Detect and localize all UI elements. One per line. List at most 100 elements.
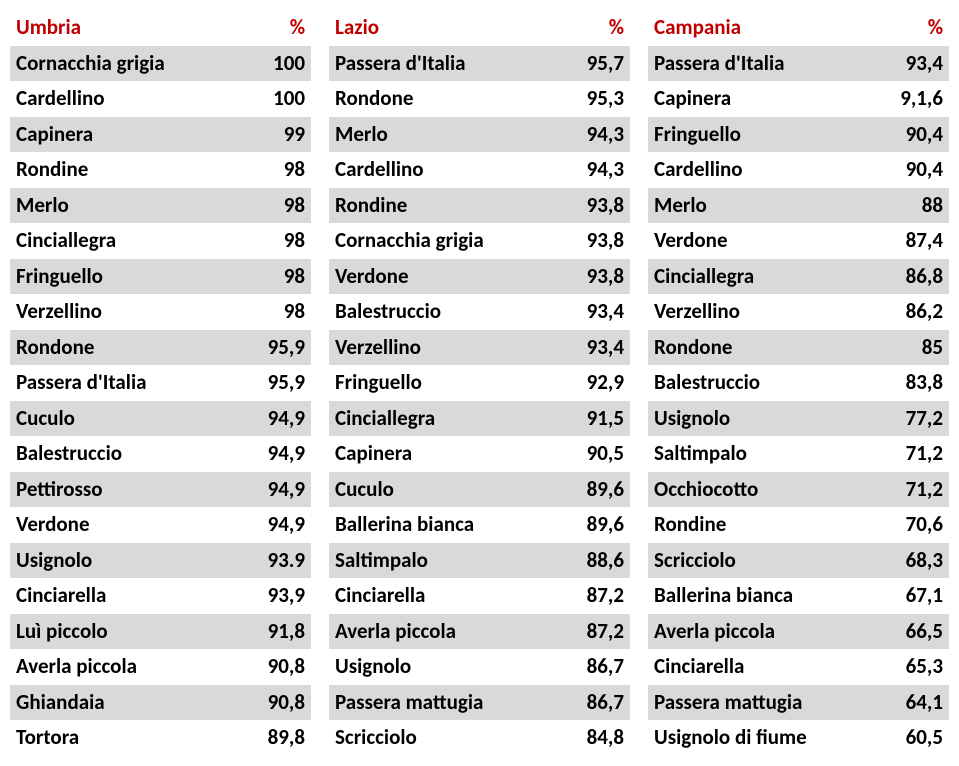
species-value: 86,7 [541, 685, 630, 721]
table-row: Cornacchia grigia100 [10, 46, 311, 82]
table-row: Averla piccola66,5 [648, 614, 949, 650]
species-name: Occhiocotto [648, 472, 860, 508]
table-row: Capinera99 [10, 117, 311, 153]
species-name: Cinciallegra [329, 401, 541, 437]
region-table: Umbria%Cornacchia grigia100Cardellino100… [10, 10, 311, 756]
species-value: 89,8 [222, 720, 311, 756]
species-value: 95,7 [541, 46, 630, 82]
table-row: Scricciolo68,3 [648, 543, 949, 579]
table-row: Merlo98 [10, 188, 311, 224]
species-value: 87,2 [541, 614, 630, 650]
table-row: Verzellino93,4 [329, 330, 630, 366]
species-name: Cuculo [10, 401, 222, 437]
species-name: Fringuello [10, 259, 222, 295]
species-name: Fringuello [648, 117, 860, 153]
species-value: 95,9 [222, 365, 311, 401]
table-row: Rondine93,8 [329, 188, 630, 224]
species-value: 93,9 [222, 578, 311, 614]
species-name: Rondone [648, 330, 860, 366]
species-value: 94,9 [222, 507, 311, 543]
table-row: Capinera9,1,6 [648, 81, 949, 117]
species-value: 89,6 [541, 472, 630, 508]
region-header: Umbria [10, 10, 222, 46]
table-row: Passera d'Italia95,9 [10, 365, 311, 401]
species-name: Verdone [329, 259, 541, 295]
table-row: Usignolo77,2 [648, 401, 949, 437]
table-row: Cinciarella87,2 [329, 578, 630, 614]
species-value: 90,5 [541, 436, 630, 472]
species-name: Scricciolo [329, 720, 541, 756]
table-row: Averla piccola87,2 [329, 614, 630, 650]
species-name: Verzellino [648, 294, 860, 330]
species-name: Passera d'Italia [329, 46, 541, 82]
species-value: 86,2 [860, 294, 949, 330]
species-name: Passera mattugia [648, 685, 860, 721]
species-value: 88,6 [541, 543, 630, 579]
table-row: Balestruccio94,9 [10, 436, 311, 472]
table-row: Tortora89,8 [10, 720, 311, 756]
species-value: 98 [222, 259, 311, 295]
species-name: Usignolo [10, 543, 222, 579]
species-value: 99 [222, 117, 311, 153]
species-name: Ghiandaia [10, 685, 222, 721]
species-name: Verdone [10, 507, 222, 543]
species-name: Verzellino [10, 294, 222, 330]
species-value: 94,9 [222, 436, 311, 472]
species-name: Capinera [10, 117, 222, 153]
species-value: 93,4 [860, 46, 949, 82]
species-name: Capinera [648, 81, 860, 117]
table-row: Passera mattugia86,7 [329, 685, 630, 721]
species-value: 94,9 [222, 401, 311, 437]
region-header: Campania [648, 10, 860, 46]
species-name: Merlo [329, 117, 541, 153]
percent-header: % [860, 10, 949, 46]
species-value: 93,8 [541, 259, 630, 295]
species-value: 65,3 [860, 649, 949, 685]
species-name: Cinciallegra [648, 259, 860, 295]
species-name: Cinciallegra [10, 223, 222, 259]
table-row: Occhiocotto71,2 [648, 472, 949, 508]
species-name: Balestruccio [10, 436, 222, 472]
species-value: 95,3 [541, 81, 630, 117]
species-value: 93,4 [541, 294, 630, 330]
table-row: Cardellino94,3 [329, 152, 630, 188]
species-name: Passera d'Italia [648, 46, 860, 82]
species-name: Balestruccio [329, 294, 541, 330]
species-name: Capinera [329, 436, 541, 472]
region-column: Umbria%Cornacchia grigia100Cardellino100… [10, 10, 311, 756]
species-name: Cardellino [329, 152, 541, 188]
species-name: Cinciarella [648, 649, 860, 685]
region-table: Campania%Passera d'Italia93,4Capinera9,1… [648, 10, 949, 756]
species-name: Pettirosso [10, 472, 222, 508]
species-value: 100 [222, 81, 311, 117]
region-table: Lazio%Passera d'Italia95,7Rondone95,3Mer… [329, 10, 630, 756]
species-name: Rondone [10, 330, 222, 366]
species-name: Cuculo [329, 472, 541, 508]
table-row: Cardellino100 [10, 81, 311, 117]
species-value: 77,2 [860, 401, 949, 437]
species-value: 67,1 [860, 578, 949, 614]
species-value: 98 [222, 294, 311, 330]
species-name: Cornacchia grigia [329, 223, 541, 259]
species-value: 88 [860, 188, 949, 224]
table-row: Usignolo86,7 [329, 649, 630, 685]
percent-header: % [222, 10, 311, 46]
species-name: Verzellino [329, 330, 541, 366]
species-name: Usignolo [329, 649, 541, 685]
species-name: Merlo [10, 188, 222, 224]
table-row: Balestruccio83,8 [648, 365, 949, 401]
table-row: Cinciallegra86,8 [648, 259, 949, 295]
table-row: Merlo88 [648, 188, 949, 224]
species-name: Cornacchia grigia [10, 46, 222, 82]
table-row: Verdone93,8 [329, 259, 630, 295]
species-value: 94,3 [541, 117, 630, 153]
species-name: Averla piccola [648, 614, 860, 650]
species-value: 90,4 [860, 152, 949, 188]
table-row: Verzellino86,2 [648, 294, 949, 330]
species-name: Averla piccola [10, 649, 222, 685]
species-value: 98 [222, 223, 311, 259]
table-row: Ballerina bianca67,1 [648, 578, 949, 614]
species-value: 66,5 [860, 614, 949, 650]
species-name: Merlo [648, 188, 860, 224]
species-value: 90,4 [860, 117, 949, 153]
